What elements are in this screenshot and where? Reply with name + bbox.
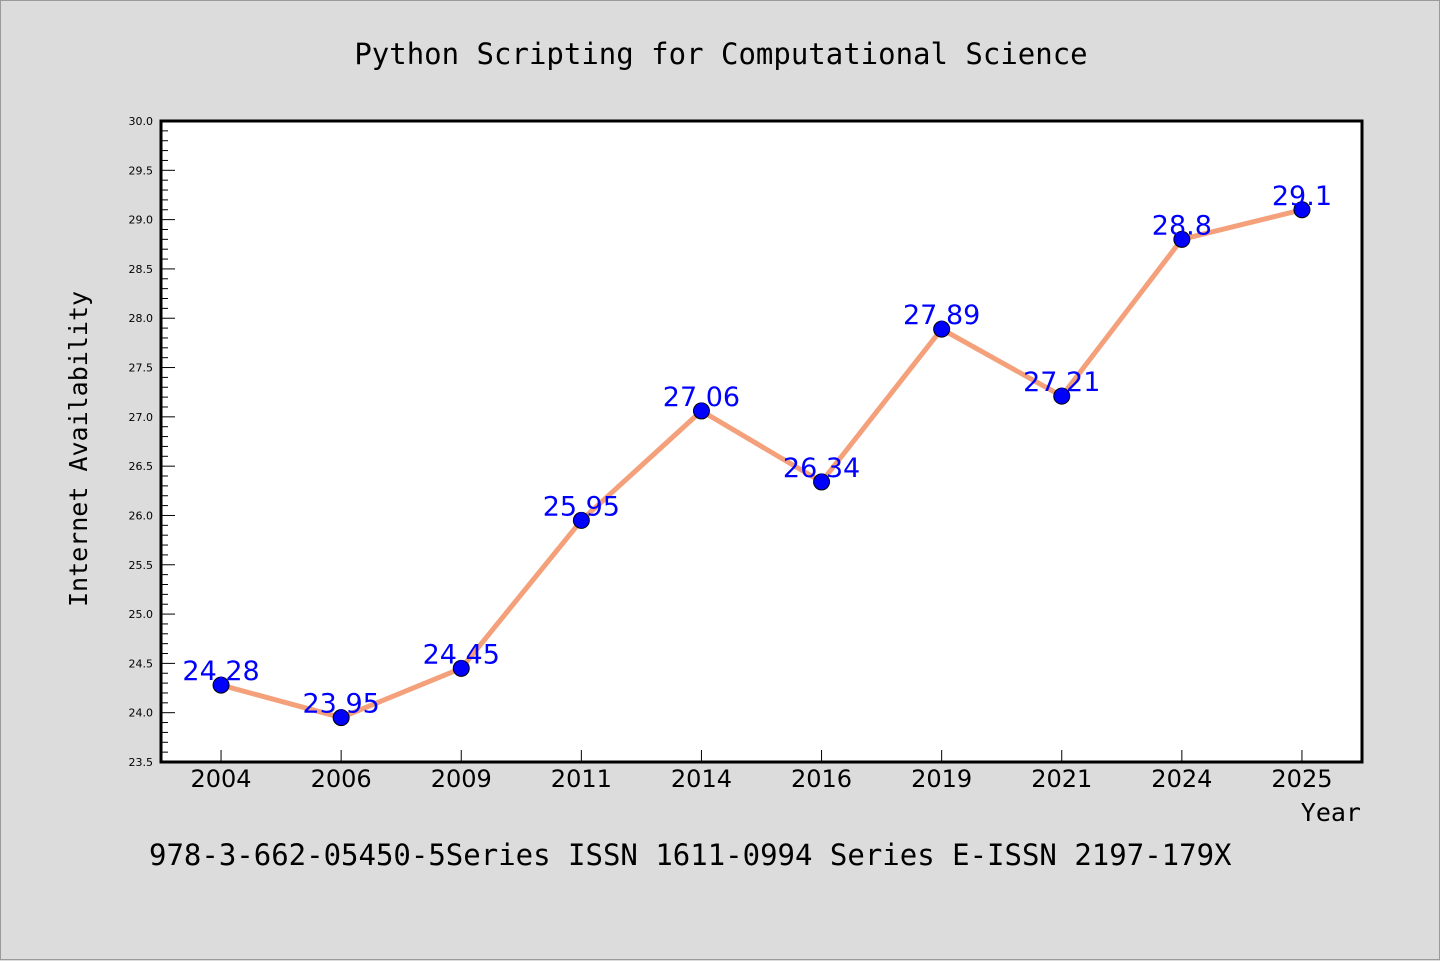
data-point: [212, 676, 230, 694]
y-tick-label: 30.0: [129, 115, 154, 128]
x-axis: 2004 2006 2009 2011 2014 2016 2019 2021 2024 2025: [191, 750, 1332, 793]
y-tick-label: 28.5: [129, 263, 154, 276]
y-tick-label: 28.0: [129, 312, 154, 325]
plot-frame: [159, 119, 1364, 764]
y-tick-label: 29.0: [129, 214, 154, 227]
data-point: [692, 402, 710, 420]
y-tick-label: 26.0: [129, 509, 154, 522]
x-tick-label: 2004: [191, 765, 252, 793]
data-point: [1053, 387, 1071, 405]
data-point: [813, 473, 831, 491]
data-point: [1293, 201, 1311, 219]
data-label: 25.95: [543, 491, 620, 522]
x-tick-label: 2021: [1031, 765, 1092, 793]
y-tick-label: 25.0: [129, 608, 154, 621]
y-tick-label: 24.5: [129, 657, 154, 670]
y-tick-label: 25.5: [129, 559, 154, 572]
data-point: [452, 659, 470, 677]
y-axis: 23.5 24.0 24.5 25.0 25.5 26.0 26.5 27.0 27.5 28.0…: [129, 115, 175, 769]
data-point: [572, 511, 590, 529]
y-tick-label: 27.5: [129, 362, 154, 375]
data-label: 24.28: [182, 656, 259, 687]
data-labels-group: 24.28 23.95 24.45 25.95 27.06 26.34 27.89 27.21…: [182, 181, 1332, 720]
data-label: 27.21: [1023, 367, 1100, 398]
y-tick-label: 24.0: [129, 707, 154, 720]
x-tick-label: 2011: [551, 765, 612, 793]
plot-area: [161, 121, 1362, 762]
data-label: 26.34: [783, 453, 860, 484]
x-axis-label: Year: [1301, 798, 1361, 827]
x-tick-label: 2019: [911, 765, 972, 793]
x-tick-label: 2016: [791, 765, 852, 793]
series-group: [212, 201, 1311, 727]
data-label: 28.8: [1152, 210, 1212, 241]
y-tick-label: 29.5: [129, 164, 154, 177]
y-tick-label: 26.5: [129, 460, 154, 473]
x-tick-label: 2006: [311, 765, 372, 793]
y-axis-label: Internet Availability: [64, 291, 93, 607]
series-line: [218, 207, 1305, 721]
x-tick-label: 2014: [671, 765, 732, 793]
data-label: 27.06: [663, 382, 740, 413]
data-point: [332, 709, 350, 727]
footer-text: 978-3-662-05450-5Series ISSN 1611-0994 S…: [149, 838, 1232, 872]
x-tick-label: 2025: [1271, 765, 1332, 793]
data-label: 23.95: [303, 689, 380, 720]
x-tick-label: 2024: [1151, 765, 1212, 793]
data-label: 29.1: [1272, 181, 1332, 212]
chart-title: Python Scripting for Computational Scien…: [354, 37, 1087, 71]
x-tick-label: 2009: [431, 765, 492, 793]
data-label: 27.89: [903, 300, 980, 331]
y-tick-label: 27.0: [129, 411, 154, 424]
y-tick-label: 23.5: [129, 756, 154, 769]
data-point: [933, 320, 951, 338]
data-point: [1173, 230, 1191, 248]
data-label: 24.45: [423, 639, 500, 670]
